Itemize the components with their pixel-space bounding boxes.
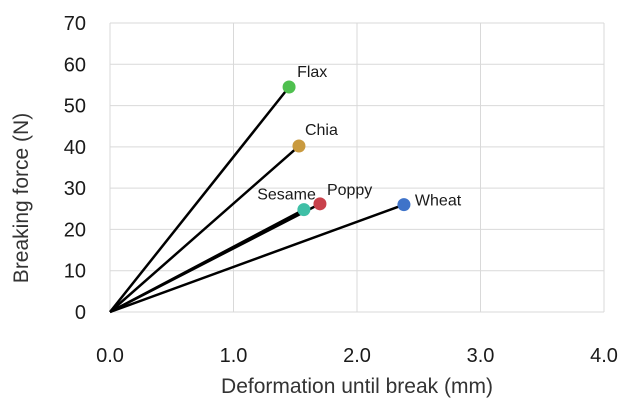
series-lines (109, 86, 405, 314)
y-tick-label: 30 (64, 178, 86, 200)
point-sesame (297, 203, 311, 217)
data-points (282, 80, 411, 217)
point-wheat (397, 198, 411, 212)
x-tick-label: 1.0 (220, 345, 248, 367)
y-tick-label: 0 (75, 302, 86, 324)
point-labels: Flax Chia Sesame Poppy Wheat (257, 64, 462, 210)
point-label-wheat: Wheat (415, 193, 462, 210)
point-label-poppy: Poppy (327, 182, 372, 199)
line-poppy (109, 202, 321, 314)
x-tick-label: 4.0 (590, 345, 618, 367)
point-label-chia: Chia (305, 122, 338, 139)
y-tick-label: 70 (64, 13, 86, 35)
x-tick-label: 0.0 (96, 345, 124, 367)
x-tick-label: 2.0 (343, 345, 371, 367)
y-tick-label: 60 (64, 54, 86, 76)
y-tick-label: 50 (64, 96, 86, 118)
line-chia (109, 145, 300, 313)
y-tick-label: 20 (64, 219, 86, 241)
y-tick-labels: 0 10 20 30 40 50 60 70 (64, 13, 86, 324)
y-axis-title: Breaking force (N) (10, 113, 33, 283)
point-poppy (313, 197, 327, 211)
point-label-flax: Flax (297, 64, 327, 81)
point-label-sesame: Sesame (257, 187, 316, 204)
x-tick-label: 3.0 (467, 345, 495, 367)
y-tick-label: 10 (64, 261, 86, 283)
y-tick-label: 40 (64, 137, 86, 159)
x-axis-title: Deformation until break (mm) (221, 375, 493, 398)
line-flax (109, 86, 291, 313)
x-tick-labels: 0.0 1.0 2.0 3.0 4.0 (96, 345, 618, 367)
grid (109, 22, 605, 313)
point-chia (292, 139, 306, 153)
point-flax (282, 80, 296, 94)
line-wheat (109, 203, 405, 314)
